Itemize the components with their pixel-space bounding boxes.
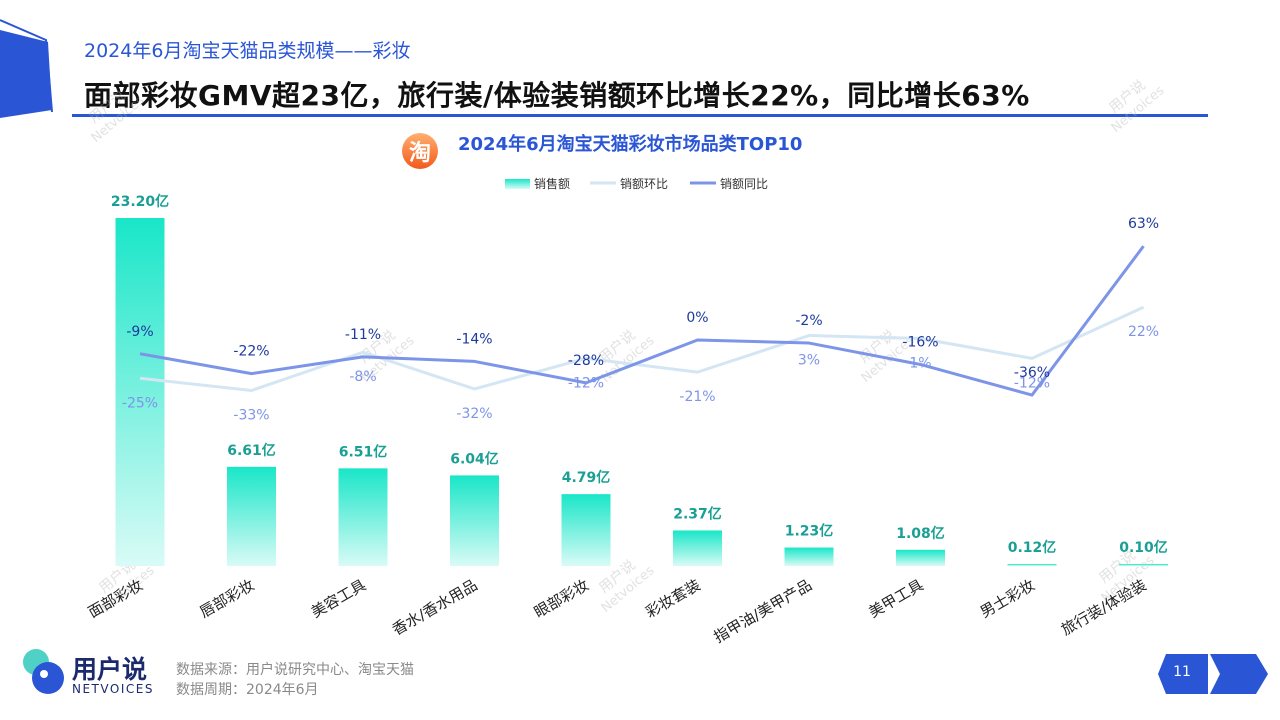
- yoy-label: -14%: [456, 331, 492, 347]
- x-tick-label: 唇部彩妆: [197, 576, 258, 622]
- page-subtitle: 2024年6月淘宝天猫品类规模——彩妆: [84, 40, 411, 62]
- mom-label: -32%: [456, 406, 492, 422]
- bar-value-label: 4.79亿: [562, 469, 611, 486]
- chart-legend: 销售额 销额环比 销额同比: [505, 176, 768, 191]
- mom-label: -8%: [349, 369, 376, 385]
- yoy-label: -11%: [345, 327, 381, 343]
- mom-label: -21%: [679, 389, 715, 405]
- yoy-label: 63%: [1128, 216, 1159, 232]
- logo-subtext: NETVOICES: [72, 682, 154, 696]
- period-line: 数据周期：2024年6月: [176, 682, 319, 698]
- bar-value-label: 1.08亿: [896, 525, 945, 542]
- page-indicator: [1158, 654, 1268, 694]
- taobao-icon-glyph: 淘: [409, 140, 431, 166]
- bar-value-label: 1.23亿: [785, 523, 834, 540]
- bar: [1007, 564, 1057, 566]
- corner-decoration: [0, 19, 53, 118]
- mom-label: -33%: [233, 407, 269, 423]
- bar: [115, 218, 165, 566]
- bar-value-label: 6.61亿: [227, 442, 276, 459]
- yoy-label: -36%: [1014, 365, 1050, 381]
- x-tick-label: 美容工具: [308, 576, 369, 622]
- bar: [338, 468, 388, 566]
- bar: [896, 549, 945, 566]
- legend-swatch-sales: [505, 179, 530, 189]
- yoy-label: 0%: [686, 310, 708, 326]
- yoy-label: -22%: [233, 344, 269, 360]
- x-tick-label: 指甲油/美甲产品: [711, 576, 815, 647]
- bar-value-label: 6.04亿: [450, 450, 499, 467]
- bar: [227, 466, 276, 566]
- legend-label-yoy: 销额同比: [720, 177, 768, 191]
- mom-label: -12%: [568, 375, 604, 391]
- x-tick-label: 香水/香水用品: [389, 576, 480, 639]
- chart-title: 2024年6月淘宝天猫彩妆市场品类TOP10: [458, 133, 802, 155]
- mom-label: 1%: [909, 356, 931, 372]
- yoy-label: -2%: [795, 313, 822, 329]
- bar-value-label: 0.12亿: [1008, 539, 1057, 556]
- x-tick-label: 眼部彩妆: [531, 576, 592, 622]
- legend-label-mom: 销额环比: [620, 177, 668, 191]
- line-mom: [139, 305, 1145, 392]
- taobao-icon: [402, 133, 438, 169]
- bar: [784, 547, 834, 566]
- bar: [1119, 564, 1168, 566]
- x-tick-label: 男士彩妆: [977, 576, 1038, 622]
- data-source: 数据来源：用户说研究中心、淘宝天猫 数据周期：2024年6月: [176, 660, 414, 700]
- mom-label: 3%: [798, 353, 820, 369]
- logo-text: 用户说: [72, 655, 148, 684]
- bar-value-label: 0.10亿: [1119, 539, 1168, 556]
- x-tick-label: 旅行装/体验装: [1058, 576, 1149, 639]
- bar: [450, 475, 499, 566]
- x-tick-label: 美甲工具: [866, 576, 927, 622]
- chart-title-group: 淘 2024年6月淘宝天猫彩妆市场品类TOP10: [402, 133, 802, 169]
- bar: [561, 494, 611, 566]
- legend-label-sales: 销售额: [534, 176, 570, 191]
- line-yoy: [139, 245, 1145, 397]
- logo-icon: [23, 649, 64, 694]
- page-title: 面部彩妆GMV超23亿，旅行装/体验装销额环比增长22%，同比增长63%: [84, 79, 1030, 112]
- mom-label: -12%: [1014, 375, 1050, 391]
- yoy-label: -9%: [126, 324, 153, 340]
- page-number: 11: [1173, 664, 1191, 680]
- bar-value-label: 23.20亿: [111, 193, 169, 210]
- yoy-label: -16%: [902, 334, 938, 350]
- mom-label: -25%: [122, 395, 158, 411]
- title-underline: [72, 114, 1208, 117]
- mom-label: 22%: [1128, 324, 1159, 340]
- bar-value-label: 2.37亿: [673, 505, 722, 522]
- bar: [673, 530, 722, 566]
- source-line: 数据来源：用户说研究中心、淘宝天猫: [176, 662, 414, 678]
- x-tick-label: 彩妆套装: [643, 576, 704, 622]
- bar-value-label: 6.51亿: [339, 443, 388, 460]
- yoy-label: -28%: [568, 353, 604, 369]
